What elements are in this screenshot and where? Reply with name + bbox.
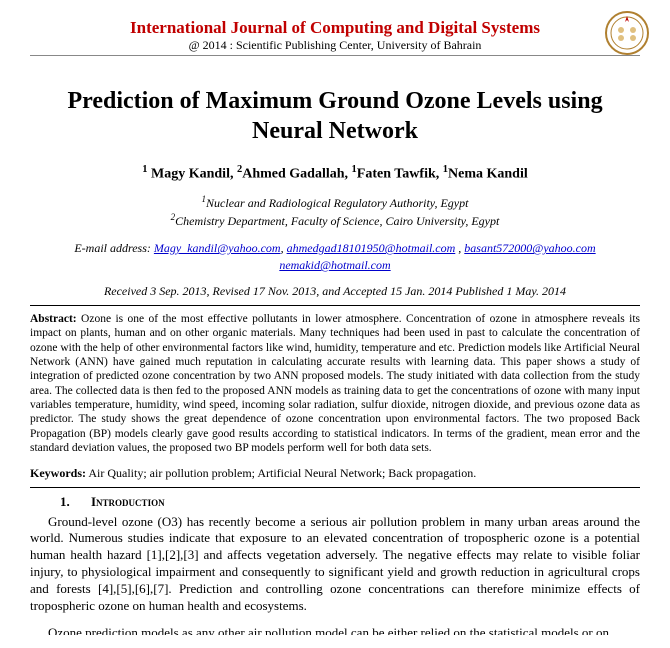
cutoff-text: Ozone prediction models as any other air… — [30, 625, 640, 635]
abstract-label: Abstract: — [30, 313, 77, 325]
publisher-line: @ 2014 : Scientific Publishing Center, U… — [30, 38, 640, 53]
dates-line: Received 3 Sep. 2013, Revised 17 Nov. 20… — [30, 284, 640, 299]
section-title: Introduction — [91, 494, 165, 509]
section-heading: 1. Introduction — [30, 494, 640, 510]
journal-name: International Journal of Computing and D… — [30, 18, 640, 38]
journal-header: International Journal of Computing and D… — [30, 18, 640, 56]
email-link[interactable]: nemakid@hotmail.com — [279, 258, 390, 272]
email-line: E-mail address: Magy_kandil@yahoo.com, a… — [30, 240, 640, 274]
keywords-label: Keywords: — [30, 466, 86, 480]
abstract: Abstract: Ozone is one of the most effec… — [30, 312, 640, 456]
authors-line: 1 Magy Kandil, 2Ahmed Gadallah, 1Faten T… — [30, 164, 640, 183]
divider — [30, 305, 640, 306]
section-number: 1. — [60, 494, 70, 509]
keywords-text: Air Quality; air pollution problem; Arti… — [88, 466, 476, 480]
abstract-text: Ozone is one of the most effective pollu… — [30, 313, 640, 454]
divider — [30, 487, 640, 488]
keywords: Keywords: Air Quality; air pollution pro… — [30, 466, 640, 481]
paper-title: Prediction of Maximum Ground Ozone Level… — [30, 86, 640, 146]
intro-paragraph: Ground-level ozone (O3) has recently bec… — [30, 514, 640, 615]
email-link[interactable]: basant572000@yahoo.com — [464, 241, 595, 255]
email-link[interactable]: ahmedgad18101950@hotmail.com — [287, 241, 456, 255]
email-link[interactable]: Magy_kandil@yahoo.com — [154, 241, 281, 255]
publisher-logo — [604, 10, 650, 56]
affiliations: 1Nuclear and Radiological Regulatory Aut… — [30, 193, 640, 231]
